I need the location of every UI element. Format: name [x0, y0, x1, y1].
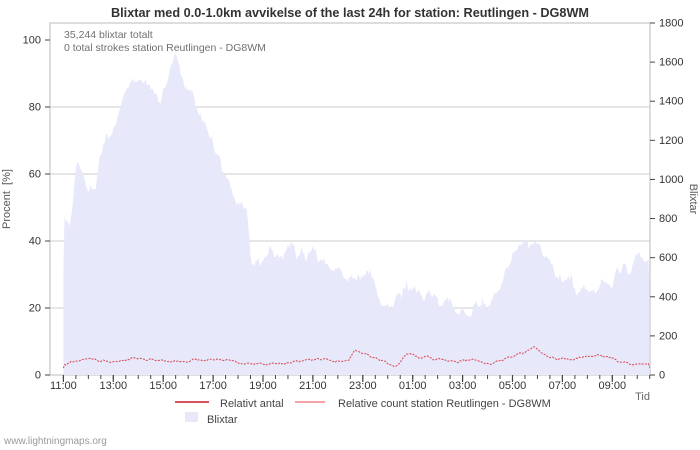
svg-text:1200: 1200	[659, 135, 683, 147]
svg-text:1400: 1400	[659, 96, 683, 108]
svg-text:60: 60	[29, 169, 41, 181]
svg-text:17:00: 17:00	[199, 380, 227, 392]
svg-text:Tid: Tid	[635, 391, 650, 403]
svg-text:600: 600	[659, 252, 677, 264]
svg-text:21:00: 21:00	[299, 380, 327, 392]
svg-text:13:00: 13:00	[100, 380, 128, 392]
svg-text:09:00: 09:00	[599, 380, 627, 392]
svg-text:23:00: 23:00	[349, 380, 377, 392]
svg-text:400: 400	[659, 291, 677, 303]
svg-text:40: 40	[29, 236, 41, 248]
svg-text:03:00: 03:00	[449, 380, 477, 392]
svg-text:05:00: 05:00	[499, 380, 527, 392]
svg-text:01:00: 01:00	[399, 380, 427, 392]
svg-text:1000: 1000	[659, 174, 683, 186]
svg-text:1800: 1800	[659, 18, 683, 30]
svg-text:80: 80	[29, 102, 41, 114]
svg-text:0: 0	[659, 370, 665, 382]
svg-text:1600: 1600	[659, 57, 683, 69]
svg-text:20: 20	[29, 303, 41, 315]
svg-text:15:00: 15:00	[149, 380, 177, 392]
svg-text:07:00: 07:00	[549, 380, 577, 392]
svg-text:0: 0	[35, 370, 41, 382]
svg-text:200: 200	[659, 330, 677, 342]
svg-text:800: 800	[659, 213, 677, 225]
svg-text:19:00: 19:00	[249, 380, 277, 392]
svg-text:100: 100	[23, 35, 41, 47]
svg-text:11:00: 11:00	[50, 380, 77, 392]
